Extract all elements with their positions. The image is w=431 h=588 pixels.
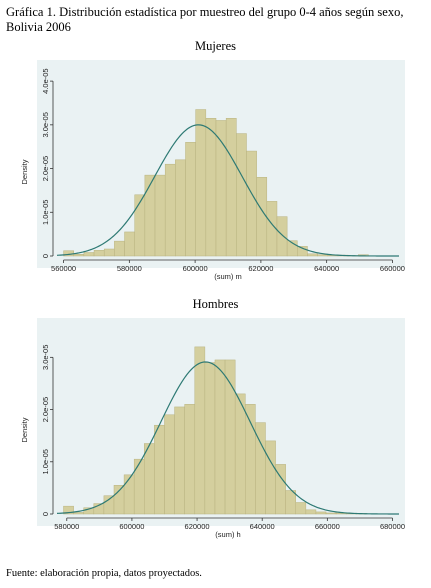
histogram-bar	[325, 512, 337, 515]
normal-density-curve	[56, 361, 399, 515]
histogram-bar	[103, 495, 115, 515]
histogram-bar	[275, 464, 286, 515]
histogram-bar	[234, 393, 246, 515]
x-tick-label: 660000	[315, 522, 340, 531]
histogram-bar	[194, 346, 206, 515]
y-tick-label: 4.0e-05	[41, 68, 50, 93]
x-tick-label: 600000	[119, 522, 144, 531]
histogram-bar	[114, 240, 125, 257]
histogram-bar	[83, 252, 95, 257]
histogram-bar	[195, 109, 207, 257]
histogram-bar	[134, 194, 146, 257]
histogram-bar	[317, 254, 329, 257]
y-axis-label: Density	[20, 159, 29, 184]
histogram-bar	[225, 118, 237, 257]
y-axis-label: Density	[20, 417, 29, 442]
x-tick-label: 580000	[54, 522, 79, 531]
x-tick-label: 620000	[248, 264, 273, 273]
panel-title-mujeres: Mujeres	[195, 39, 236, 53]
histogram-bar	[265, 440, 276, 515]
x-tick-label: 560000	[51, 264, 76, 273]
histogram-bar	[133, 458, 145, 515]
histogram-bar	[256, 177, 268, 257]
histogram-bar	[295, 502, 307, 515]
histogram-bar	[285, 490, 296, 515]
histogram-bar	[205, 118, 217, 257]
histogram-bar	[297, 246, 308, 257]
y-tick-label: 3.0e-05	[41, 345, 50, 370]
histogram-bar	[204, 362, 216, 515]
panel-title-hombres: Hombres	[192, 297, 239, 311]
histogram-bar	[63, 505, 74, 515]
histogram-bar	[184, 404, 196, 515]
histogram-mujeres: 560000 580000 600000 620000 640000 660000 0 1.0…	[20, 60, 405, 281]
figure-title: Gráfica 1. Distribución estadística por …	[6, 5, 404, 34]
y-tick-label: 0	[41, 254, 50, 258]
histogram-bar	[93, 250, 105, 257]
x-tick-label: 640000	[250, 522, 275, 531]
normal-density-curve	[56, 124, 399, 257]
histogram-bar	[113, 485, 125, 515]
histogram-bar	[144, 443, 155, 515]
histogram-bar	[154, 424, 165, 515]
y-tick-label: 0	[41, 512, 50, 516]
histogram-bar	[246, 150, 257, 257]
x-tick-label: 660000	[380, 264, 405, 273]
histogram-hombres: 580000 600000 620000 640000 660000 680000 0 1.0…	[20, 318, 405, 539]
x-tick-label: 600000	[183, 264, 208, 273]
source-note: Fuente: elaboración propia, datos proyec…	[6, 568, 202, 579]
histogram-bar	[307, 253, 318, 257]
histogram-bar	[154, 174, 166, 257]
histogram-bar	[174, 406, 185, 515]
histogram-bar	[185, 142, 196, 257]
histogram-bar	[103, 248, 115, 257]
histogram-bar	[164, 414, 175, 515]
y-tick-label: 3.0e-05	[41, 112, 50, 137]
histogram-bar	[123, 474, 135, 515]
histogram-bar	[175, 159, 186, 257]
y-tick-label: 2.0e-05	[41, 397, 50, 422]
y-tick-label: 1.0e-05	[41, 200, 50, 225]
x-tick-label: 580000	[117, 264, 142, 273]
x-axis-label: (sum) m	[214, 272, 242, 281]
histogram-bar	[144, 174, 156, 257]
histogram-bar	[276, 216, 288, 257]
histogram-bar	[214, 359, 226, 515]
histogram-bar	[236, 133, 247, 257]
histogram-bar	[73, 512, 84, 515]
x-tick-label: 620000	[185, 522, 210, 531]
histogram-bar	[164, 163, 176, 257]
histogram-bar	[315, 511, 327, 515]
y-tick-label: 1.0e-05	[41, 449, 50, 474]
x-tick-label: 640000	[314, 264, 339, 273]
histogram-bar	[73, 254, 85, 257]
y-tick-label: 2.0e-05	[41, 156, 50, 181]
x-tick-label: 680000	[380, 522, 405, 531]
histogram-bar	[124, 231, 135, 257]
histogram-bar	[305, 509, 317, 515]
x-axis-label: (sum) h	[215, 530, 240, 539]
